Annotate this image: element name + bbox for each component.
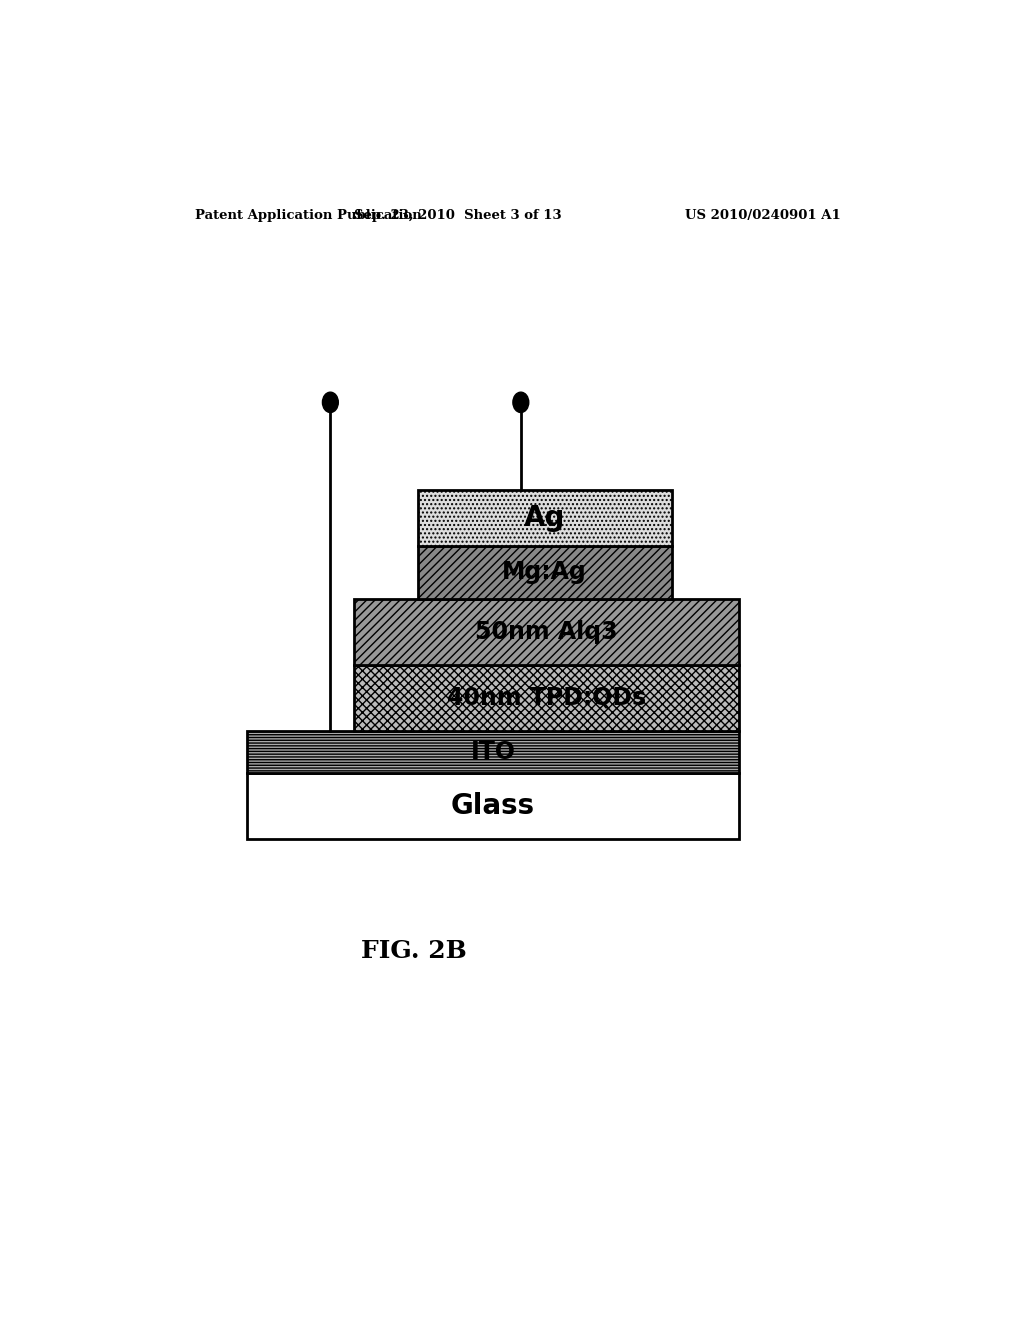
Text: FIG. 2B: FIG. 2B: [360, 940, 467, 964]
Text: Mg:Ag: Mg:Ag: [502, 560, 587, 583]
Text: Glass: Glass: [451, 792, 536, 820]
Circle shape: [513, 392, 528, 412]
Bar: [418, 490, 672, 545]
Text: 40nm TPD:QDs: 40nm TPD:QDs: [447, 685, 646, 710]
Text: Patent Application Publication: Patent Application Publication: [196, 209, 422, 222]
Text: Sep. 23, 2010  Sheet 3 of 13: Sep. 23, 2010 Sheet 3 of 13: [353, 209, 561, 222]
Bar: [418, 545, 672, 598]
Bar: [354, 598, 739, 664]
Circle shape: [323, 392, 338, 412]
Text: Ag: Ag: [524, 504, 565, 532]
Text: US 2010/0240901 A1: US 2010/0240901 A1: [685, 209, 841, 222]
Bar: [354, 664, 739, 731]
Bar: [247, 774, 739, 840]
Bar: [247, 731, 739, 774]
Text: 50nm Alq3: 50nm Alq3: [475, 619, 617, 644]
Text: ITO: ITO: [471, 741, 515, 764]
